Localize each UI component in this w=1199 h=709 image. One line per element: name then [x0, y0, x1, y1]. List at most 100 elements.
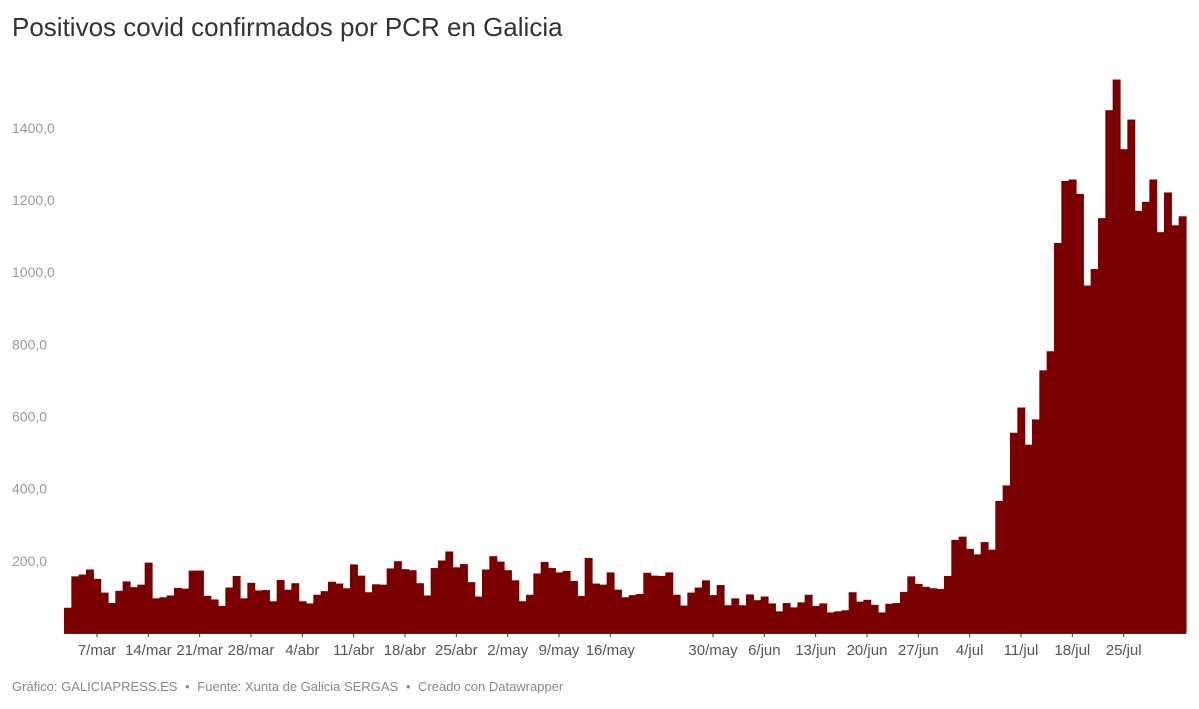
bar: [1156, 232, 1165, 633]
bar: [826, 612, 835, 633]
x-tick-label: 6/jun: [748, 642, 781, 659]
bar: [518, 601, 527, 633]
bar: [922, 586, 930, 633]
bar: [496, 561, 505, 633]
x-tick-label: 18/jul: [1054, 642, 1090, 659]
bar: [841, 610, 850, 633]
bar: [812, 605, 820, 633]
bar: [621, 597, 630, 633]
bar: [724, 605, 732, 633]
bar: [958, 536, 967, 633]
bar: [335, 583, 344, 633]
bar: [687, 592, 696, 633]
bar: [467, 582, 476, 633]
x-tick-label: 7/mar: [78, 642, 116, 659]
bar: [885, 603, 894, 633]
bar: [797, 602, 806, 633]
bar: [592, 583, 600, 633]
bar: [93, 578, 102, 633]
bar: [628, 595, 637, 633]
bar: [753, 600, 762, 633]
bar: [482, 569, 490, 633]
bar: [320, 591, 329, 633]
bar: [555, 572, 564, 633]
bar: [438, 560, 446, 633]
bar: [504, 570, 512, 633]
y-tick-label: 800,0: [12, 336, 47, 352]
bar: [636, 594, 644, 633]
bar: [966, 548, 974, 633]
bar: [1149, 179, 1158, 633]
bar: [196, 570, 204, 633]
bar: [1002, 485, 1011, 633]
bar: [606, 572, 615, 633]
x-tick-label: 13/jun: [795, 642, 836, 659]
bar: [379, 584, 388, 633]
footer-source-label: Fuente:: [197, 679, 242, 694]
bar: [306, 603, 314, 633]
bar: [782, 603, 791, 633]
bar: [78, 574, 87, 633]
bar: [328, 581, 336, 633]
bar: [731, 598, 740, 633]
bar: [1068, 179, 1077, 633]
bar: [738, 605, 747, 633]
bar: [416, 583, 424, 633]
bar: [174, 587, 182, 633]
bar: [680, 605, 688, 633]
bar: [1083, 285, 1092, 633]
bar: [694, 587, 703, 633]
x-tick-label: 25/jul: [1106, 642, 1142, 659]
bar: [144, 562, 153, 633]
bar: [1105, 110, 1114, 633]
bar: [760, 596, 769, 633]
x-tick-label: 25/abr: [435, 642, 478, 659]
bar: [951, 539, 960, 633]
bar: [254, 590, 263, 633]
bar: [929, 588, 938, 633]
bar: [819, 603, 828, 633]
bar: [848, 592, 857, 633]
bar-series: [64, 79, 1187, 634]
bar: [863, 599, 872, 633]
x-tick-label: 16/may: [586, 642, 636, 659]
bar: [1134, 210, 1143, 634]
bar: [1098, 218, 1106, 633]
bar: [790, 607, 798, 633]
bar: [892, 603, 901, 633]
y-axis: 200,0 400,0 600,0 800,0 1000,0 1200,0 1400,0: [12, 120, 55, 569]
bar: [188, 570, 197, 633]
bar: [166, 595, 175, 633]
bar: [548, 568, 556, 633]
bar: [614, 589, 622, 633]
chart-footer: Gráfico: GALICIAPRESS.ES • Fuente: Xunta…: [12, 679, 563, 694]
bar: [313, 594, 322, 633]
bar: [71, 576, 80, 633]
bar: [672, 594, 681, 633]
bar: [298, 601, 307, 633]
footer-credit: Creado con Datawrapper: [418, 679, 564, 694]
bar: [914, 583, 923, 633]
bar: [86, 569, 94, 633]
bar: [269, 601, 278, 633]
x-tick-label: 9/may: [539, 642, 580, 659]
bar: [357, 575, 366, 633]
x-tick-label: 20/jun: [847, 642, 888, 659]
bar: [540, 561, 549, 633]
bar: [643, 572, 652, 633]
bar: [276, 579, 285, 633]
bar: [1046, 351, 1055, 633]
bar: [526, 594, 534, 633]
bar: [474, 596, 483, 633]
x-tick-label: 18/abr: [384, 642, 427, 659]
bar: [460, 564, 468, 633]
x-tick-label: 21/mar: [176, 642, 223, 659]
bar: [878, 612, 886, 633]
bar: [364, 592, 373, 633]
bar: [423, 595, 432, 633]
bar: [152, 598, 160, 633]
bar: [768, 603, 776, 633]
bar: [702, 580, 710, 633]
bar: [100, 592, 109, 633]
bar: [856, 601, 864, 633]
